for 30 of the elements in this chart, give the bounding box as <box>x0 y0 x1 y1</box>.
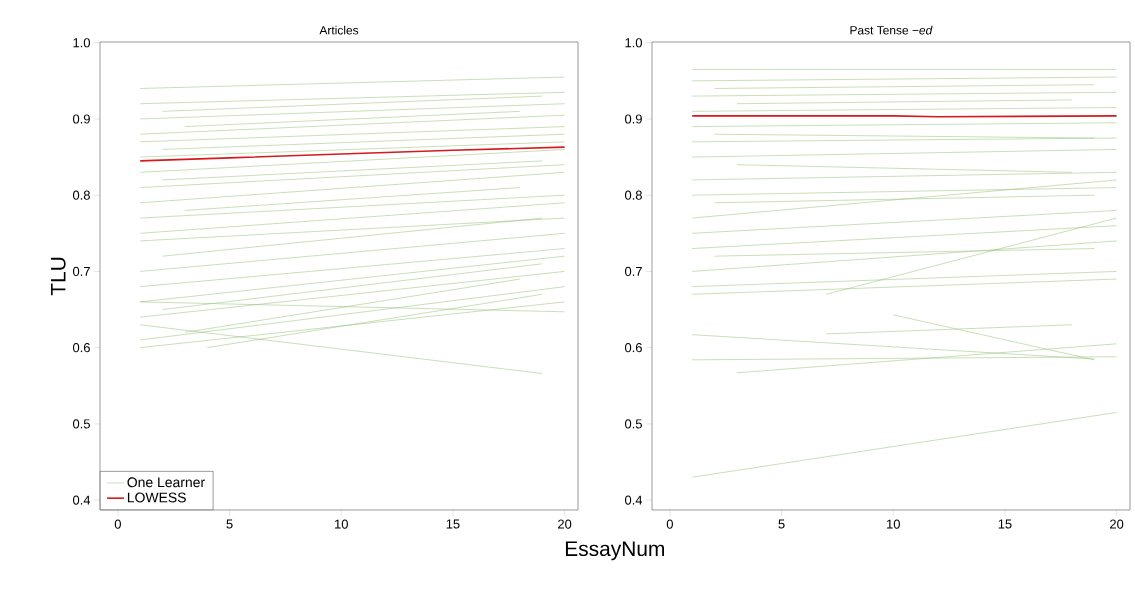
legend-label: LOWESS <box>127 492 186 503</box>
x-tick-label: 20 <box>1110 519 1124 529</box>
y-tick-label: 0.9 <box>624 114 642 124</box>
x-tick-label: 5 <box>778 519 785 529</box>
x-tick-label: 0 <box>666 519 673 529</box>
x-axis-title: EssayNum <box>565 541 664 561</box>
y-tick-label: 0.7 <box>624 266 642 276</box>
y-tick-label: 0.4 <box>72 495 91 505</box>
y-axis-title: TLU <box>51 257 66 296</box>
x-tick-label: 0 <box>114 519 121 529</box>
x-tick-label: 10 <box>335 519 348 529</box>
legend-label: One Learner <box>127 477 205 488</box>
y-tick-label: 0.9 <box>72 114 90 124</box>
chart-title: Articles <box>319 25 359 35</box>
x-tick-label: 15 <box>446 519 460 529</box>
x-tick-label: 15 <box>998 519 1012 529</box>
x-tick-label: 5 <box>226 519 233 529</box>
y-tick-label: 1.0 <box>73 38 90 48</box>
y-tick-label: 0.7 <box>72 266 90 276</box>
y-tick-label: 0.5 <box>72 419 90 429</box>
y-tick-label: 1.0 <box>625 38 642 48</box>
x-tick-label: 20 <box>558 519 572 529</box>
y-tick-label: 0.6 <box>624 343 642 353</box>
chart-title: Past Tense −ed <box>850 25 933 35</box>
y-tick-label: 0.8 <box>624 190 642 200</box>
y-tick-label: 0.5 <box>624 419 642 429</box>
x-tick-label: 10 <box>887 519 900 529</box>
y-tick-label: 0.8 <box>72 190 90 200</box>
y-tick-label: 0.6 <box>72 343 90 353</box>
y-tick-label: 0.4 <box>624 495 643 505</box>
